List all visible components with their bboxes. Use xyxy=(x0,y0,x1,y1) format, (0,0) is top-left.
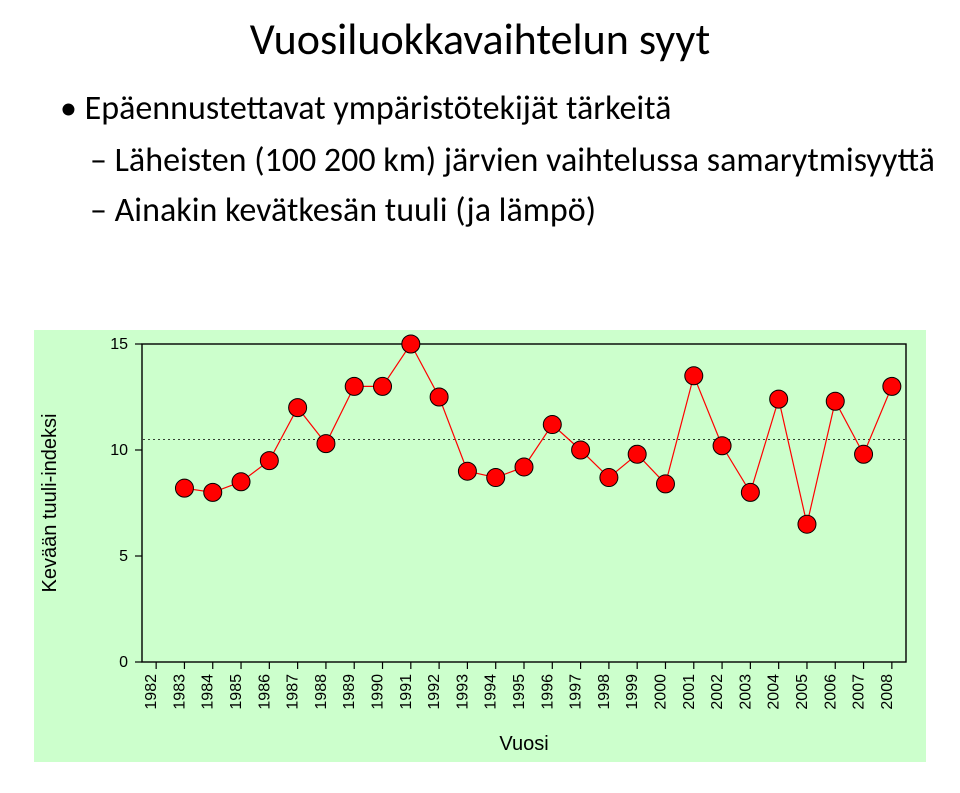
svg-text:2003: 2003 xyxy=(737,674,754,710)
svg-text:10: 10 xyxy=(110,442,128,459)
svg-text:2008: 2008 xyxy=(879,674,896,710)
svg-text:1987: 1987 xyxy=(285,674,302,710)
svg-text:1993: 1993 xyxy=(454,674,471,710)
svg-text:1983: 1983 xyxy=(171,674,188,710)
svg-text:1998: 1998 xyxy=(596,674,613,710)
svg-text:1986: 1986 xyxy=(256,674,273,710)
page-title: Vuosiluokkavaihtelun syyt xyxy=(0,12,960,66)
svg-text:2005: 2005 xyxy=(794,674,811,710)
bullet-list: Epäennustettavat ympäristötekijät tärkei… xyxy=(60,86,935,238)
svg-text:2007: 2007 xyxy=(851,674,868,710)
svg-text:2006: 2006 xyxy=(822,674,839,710)
svg-text:Vuosi: Vuosi xyxy=(499,733,548,755)
svg-text:1991: 1991 xyxy=(398,674,415,710)
svg-text:2000: 2000 xyxy=(652,674,669,710)
svg-text:1995: 1995 xyxy=(511,674,528,710)
svg-text:1985: 1985 xyxy=(228,674,245,710)
svg-text:1989: 1989 xyxy=(341,674,358,710)
svg-text:1999: 1999 xyxy=(624,674,641,710)
bullet-2b: Ainakin kevätkesän tuuli (ja lämpö) xyxy=(90,188,935,234)
svg-text:0: 0 xyxy=(119,654,128,671)
svg-text:Kevään tuuli-indeksi: Kevään tuuli-indeksi xyxy=(39,414,61,593)
svg-text:1990: 1990 xyxy=(370,674,387,710)
svg-text:1988: 1988 xyxy=(313,674,330,710)
svg-text:1994: 1994 xyxy=(483,674,500,710)
svg-text:2002: 2002 xyxy=(709,674,726,710)
wind-index-chart: 0 5 10 15 1982 1983 1984 1985 1986 1987 1988 1989 19… xyxy=(34,330,926,762)
svg-text:2001: 2001 xyxy=(681,674,698,710)
svg-text:2004: 2004 xyxy=(766,674,783,710)
svg-text:1982: 1982 xyxy=(143,674,160,710)
bullet-2a: Läheisten (100 200 km) järvien vaihtelus… xyxy=(90,138,935,184)
svg-text:1996: 1996 xyxy=(539,674,556,710)
bullet-1: Epäennustettavat ympäristötekijät tärkei… xyxy=(60,86,935,132)
svg-text:1984: 1984 xyxy=(200,674,217,710)
svg-text:15: 15 xyxy=(110,336,128,353)
svg-text:1992: 1992 xyxy=(426,674,443,710)
svg-text:5: 5 xyxy=(119,548,128,565)
svg-text:1997: 1997 xyxy=(568,674,585,710)
